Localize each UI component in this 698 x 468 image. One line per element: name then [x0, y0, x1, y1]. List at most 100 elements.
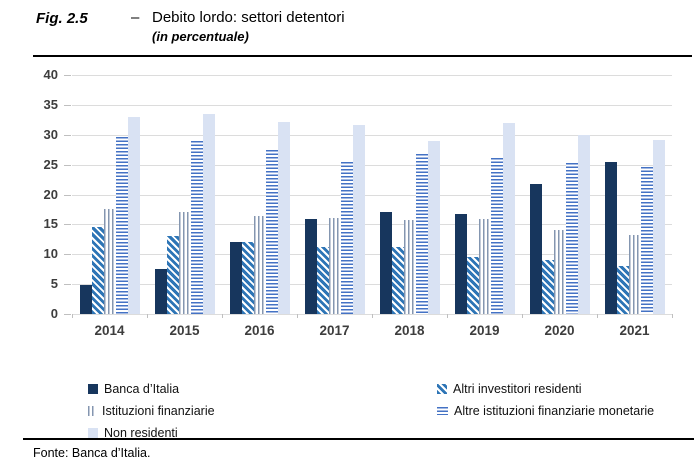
bar-istituzioni-finanziarie-2016 — [254, 216, 266, 314]
y-axis-tick — [64, 254, 71, 256]
legend-item-non-residenti: Non residenti — [88, 422, 437, 444]
bar-altre-istituzioni-finanziarie-monetarie-2015 — [191, 141, 203, 314]
bar-istituzioni-finanziarie-2017 — [329, 217, 341, 314]
footer-separator — [23, 438, 694, 440]
x-axis-tick — [297, 314, 298, 318]
y-axis-label-25: 25 — [43, 156, 58, 172]
bar-altri-investitori-residenti-2020 — [542, 260, 554, 314]
y-axis-label-15: 15 — [43, 216, 58, 232]
bar-banca-d-italia-2016 — [230, 241, 242, 314]
y-gridline-10 — [72, 254, 672, 256]
y-gridline-5 — [72, 284, 672, 286]
y-axis-label-5: 5 — [50, 276, 58, 292]
bar-altre-istituzioni-finanziarie-monetarie-2018 — [416, 153, 428, 314]
bar-non-residenti-2015 — [203, 113, 215, 314]
bar-istituzioni-finanziarie-2014 — [104, 208, 116, 314]
legend-label: Altri investitori residenti — [453, 382, 582, 396]
y-axis-tick — [64, 224, 71, 226]
bar-altre-istituzioni-finanziarie-monetarie-2021 — [641, 167, 653, 314]
legend-label: Non residenti — [104, 426, 178, 440]
bar-group-2017 — [297, 75, 372, 314]
y-axis-tick — [64, 284, 71, 286]
legend-label: Banca d’Italia — [104, 382, 180, 396]
legend-label: Istituzioni finanziarie — [102, 404, 215, 418]
x-axis-label-2019: 2019 — [469, 323, 500, 338]
x-axis-label-2017: 2017 — [319, 323, 350, 338]
legend-marker-icon — [437, 407, 448, 415]
y-gridline-25 — [72, 164, 672, 166]
chart-legend: Banca d’Italia Altri investitori resident… — [88, 378, 663, 444]
bar-non-residenti-2017 — [353, 124, 365, 314]
bar-group-2019 — [447, 75, 522, 314]
x-axis-tick — [522, 314, 523, 318]
bar-group-2014 — [72, 75, 147, 314]
x-axis-tick — [147, 314, 148, 318]
y-gridline-20 — [72, 194, 672, 196]
legend-label: Altre istituzioni finanziarie monetarie — [454, 404, 655, 418]
bar-istituzioni-finanziarie-2020 — [554, 229, 566, 314]
bar-non-residenti-2014 — [128, 116, 140, 314]
y-axis-tick — [64, 134, 71, 136]
bar-altre-istituzioni-finanziarie-monetarie-2014 — [116, 137, 128, 314]
legend-marker-icon — [88, 428, 98, 438]
bar-group-2020 — [522, 75, 597, 314]
legend-item-banca-d-italia: Banca d’Italia — [88, 378, 437, 400]
y-axis-label-30: 30 — [43, 126, 58, 142]
title-separator — [33, 55, 692, 57]
y-gridline-15 — [72, 224, 672, 226]
figure-title: Debito lordo: settori detentori — [152, 9, 345, 26]
legend-marker-icon — [88, 384, 98, 394]
y-axis-label-40: 40 — [43, 67, 58, 82]
bar-non-residenti-2019 — [503, 123, 515, 314]
legend-item-altri-investitori-residenti: Altri investitori residenti — [437, 378, 663, 400]
bar-altri-investitori-residenti-2018 — [392, 247, 404, 314]
source-note: Fonte: Banca d’Italia. — [33, 446, 151, 460]
y-axis-tick — [64, 75, 71, 76]
bar-altri-investitori-residenti-2016 — [242, 241, 254, 314]
bar-non-residenti-2020 — [578, 134, 590, 314]
x-axis-label-2016: 2016 — [244, 323, 275, 338]
y-axis-label-35: 35 — [43, 96, 58, 112]
y-gridline-35 — [72, 104, 672, 106]
bar-non-residenti-2016 — [278, 121, 290, 314]
bar-altri-investitori-residenti-2017 — [317, 247, 329, 314]
y-axis-tick — [64, 194, 71, 196]
y-axis-tick — [64, 164, 71, 166]
y-axis-tick — [64, 104, 71, 106]
bar-istituzioni-finanziarie-2018 — [404, 220, 416, 314]
legend-item-altre-istituzioni-finanziarie-monetarie: Altre istituzioni finanziarie monetarie — [437, 400, 663, 422]
bar-istituzioni-finanziarie-2021 — [629, 235, 641, 314]
bar-altre-istituzioni-finanziarie-monetarie-2017 — [341, 162, 353, 314]
bar-altri-investitori-residenti-2015 — [167, 236, 179, 314]
bar-banca-d-italia-2014 — [80, 284, 92, 314]
y-axis-label-0: 0 — [50, 306, 58, 321]
bar-banca-d-italia-2015 — [155, 268, 167, 314]
bar-altre-istituzioni-finanziarie-monetarie-2020 — [566, 162, 578, 314]
bar-banca-d-italia-2021 — [605, 162, 617, 314]
y-axis-label-10: 10 — [43, 246, 58, 262]
bar-altre-istituzioni-finanziarie-monetarie-2016 — [266, 149, 278, 314]
legend-marker-icon — [437, 384, 447, 394]
bar-banca-d-italia-2017 — [305, 218, 317, 314]
figure-dash: – — [131, 9, 140, 26]
figure-subtitle: (in percentuale) — [152, 29, 249, 44]
legend-item-istituzioni-finanziarie: Istituzioni finanziarie — [88, 400, 437, 422]
x-axis-label-2015: 2015 — [169, 323, 200, 338]
bar-banca-d-italia-2019 — [455, 213, 467, 314]
x-axis-label-2020: 2020 — [544, 323, 575, 338]
y-gridline-30 — [72, 134, 672, 136]
bar-altri-investitori-residenti-2019 — [467, 256, 479, 314]
x-axis-tick — [447, 314, 448, 318]
x-axis-tick — [597, 314, 598, 318]
x-axis-tick — [72, 314, 73, 318]
x-axis-label-2018: 2018 — [394, 323, 425, 338]
bar-group-2021 — [597, 75, 672, 314]
bar-altri-investitori-residenti-2021 — [617, 266, 629, 314]
bar-group-2016 — [222, 75, 297, 314]
bar-chart-plot-area: 0 5 10 15 20 25 30 35 40 2014 2015 2016 2017 2018 2019… — [44, 68, 673, 338]
bar-non-residenti-2021 — [653, 139, 665, 314]
x-axis-tick — [222, 314, 223, 318]
x-axis-label-2014: 2014 — [94, 323, 125, 338]
legend-marker-icon — [88, 406, 96, 416]
